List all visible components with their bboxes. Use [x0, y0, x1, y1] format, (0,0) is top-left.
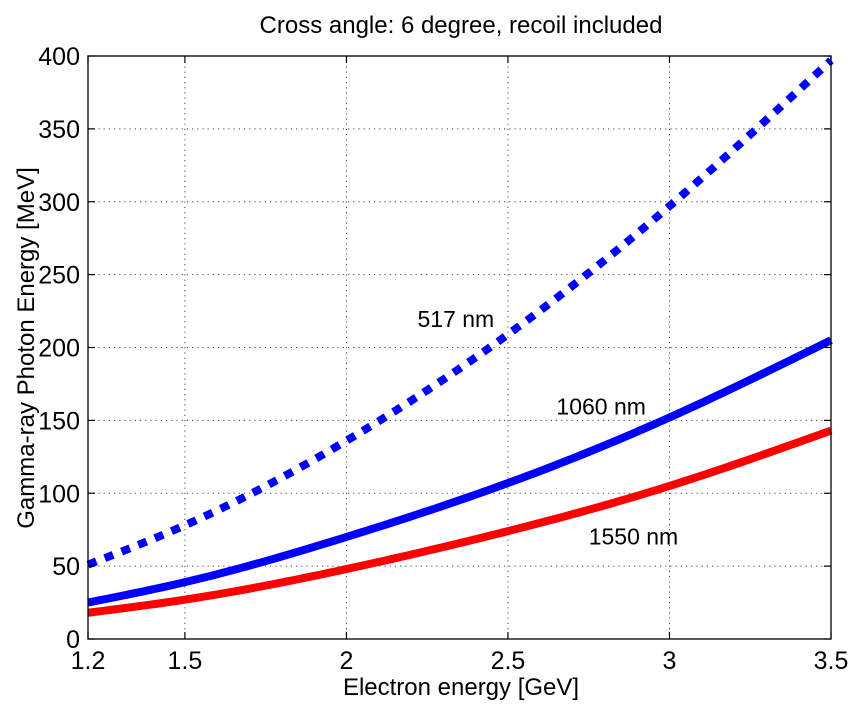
y-tick-label: 200 [38, 335, 80, 363]
y-tick-label: 0 [66, 626, 80, 654]
y-tick-label: 50 [52, 553, 80, 581]
x-tick-label: 2.5 [491, 647, 526, 675]
x-axis-title: Electron energy [GeV] [343, 674, 579, 701]
y-tick-label: 250 [38, 262, 80, 290]
annotation-1060-nm: 1060 nm [556, 394, 646, 420]
x-tick-label: 1.5 [168, 647, 203, 675]
y-tick-label: 300 [38, 189, 80, 217]
chart-title: Cross angle: 6 degree, recoil included [260, 12, 663, 39]
x-tick-label: 3.5 [814, 647, 849, 675]
y-tick-label: 400 [38, 43, 80, 71]
annotation-517-nm: 517 nm [418, 306, 495, 332]
y-tick-label: 350 [38, 116, 80, 144]
x-tick-label: 3 [663, 647, 677, 675]
y-tick-label: 100 [38, 480, 80, 508]
series-line-1060-nm [87, 336, 833, 607]
y-tick-label: 150 [38, 407, 80, 435]
series-line-517-nm [86, 57, 834, 569]
series-line-1550-nm [87, 426, 833, 617]
axis-ticks [87, 55, 832, 640]
y-axis-title: Gamma-ray Photon Energy [MeV] [13, 167, 40, 528]
x-tick-label: 1.2 [71, 647, 106, 675]
tick-labels: 1.2 1.5 2 2.5 3 3.5 0 50 100 150 200 250 300 350 400 [38, 43, 848, 675]
gridlines [88, 56, 831, 639]
plot-area [88, 56, 831, 639]
data-series [86, 57, 834, 617]
series-annotations: 517 nm 1060 nm 1550 nm [418, 306, 679, 549]
x-tick-label: 2 [339, 647, 353, 675]
annotation-1550-nm: 1550 nm [589, 523, 679, 549]
